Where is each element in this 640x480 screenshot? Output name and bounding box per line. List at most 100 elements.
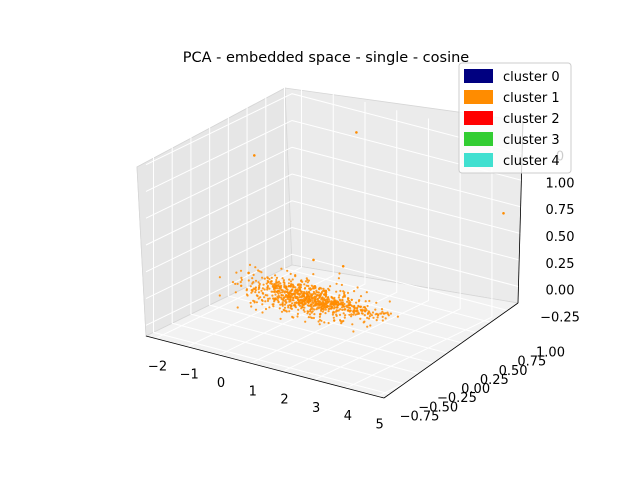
y-tick-label: −0.50 xyxy=(418,400,458,415)
scatter-point xyxy=(315,291,318,294)
scatter-point xyxy=(347,309,350,312)
scatter-point xyxy=(261,287,264,290)
scatter-point xyxy=(297,293,300,296)
scatter-point xyxy=(282,299,285,302)
scatter-point xyxy=(285,293,288,297)
scatter-point xyxy=(349,309,352,312)
scatter-point xyxy=(297,308,300,311)
scatter-point xyxy=(329,285,332,288)
scatter-point xyxy=(293,304,296,307)
scatter-point xyxy=(324,295,327,298)
scatter-point xyxy=(388,300,391,303)
scatter-point xyxy=(281,304,284,307)
scatter-point xyxy=(268,306,271,309)
scatter-point xyxy=(284,309,287,312)
scatter-point xyxy=(310,307,313,311)
scatter-point xyxy=(380,308,384,311)
scatter-point xyxy=(288,310,291,313)
scatter-point xyxy=(311,307,314,310)
scatter-point xyxy=(298,302,301,305)
scatter-point xyxy=(363,309,366,312)
scatter-point xyxy=(267,280,270,283)
scatter-point xyxy=(341,304,344,307)
scatter-point xyxy=(319,313,322,316)
scatter-point xyxy=(245,288,248,291)
legend-swatch xyxy=(464,153,493,167)
scatter-point xyxy=(292,299,295,302)
scatter-point xyxy=(324,308,327,311)
scatter-point xyxy=(277,285,280,288)
scatter-point xyxy=(261,291,264,295)
scatter-point xyxy=(381,310,384,313)
y-tick-label: 0.00 xyxy=(461,382,490,397)
scatter-point xyxy=(338,294,341,297)
scatter-point xyxy=(284,298,287,301)
x-gridline xyxy=(250,110,398,364)
scatter-point xyxy=(307,316,310,319)
scatter-point xyxy=(280,298,283,301)
y-gridline xyxy=(227,113,467,359)
legend: cluster 0 cluster 1 cluster 2 cluster 3 clus… xyxy=(458,62,572,174)
scatter-point xyxy=(283,281,286,285)
chart-title: PCA - embedded space - single - cosine xyxy=(183,50,470,66)
scatter-point xyxy=(234,282,237,285)
scatter-point xyxy=(263,296,266,299)
scatter-point xyxy=(282,308,285,311)
scatter-point xyxy=(339,289,342,293)
scatter-point xyxy=(333,319,336,322)
scatter-point xyxy=(316,297,319,301)
scatter-point xyxy=(376,316,379,319)
y-tick-label: 0.25 xyxy=(480,373,509,388)
scatter-point xyxy=(299,304,302,307)
scatter-point xyxy=(279,303,282,306)
scatter-point xyxy=(236,306,239,309)
scatter-point xyxy=(387,314,390,317)
legend-label: cluster 2 xyxy=(503,112,560,127)
scatter-point xyxy=(254,289,257,292)
scatter-point xyxy=(312,285,315,288)
scatter-point xyxy=(287,285,290,288)
scatter-point xyxy=(368,315,371,318)
scatter-point xyxy=(370,314,373,317)
scatter-point xyxy=(364,300,367,303)
scatter-point xyxy=(369,324,372,327)
scatter-point xyxy=(343,295,346,298)
scatter-point xyxy=(282,294,285,297)
scatter-point xyxy=(264,307,268,311)
scatter-point xyxy=(323,297,326,300)
scatter-point xyxy=(309,310,312,313)
scatter-point xyxy=(297,298,300,301)
scatter-point xyxy=(357,312,360,315)
scatter-point xyxy=(281,277,284,280)
y-gridline xyxy=(190,132,430,377)
scatter-point xyxy=(287,304,290,307)
scatter-point xyxy=(296,315,299,318)
scatter-point xyxy=(257,281,260,284)
scatter-point xyxy=(285,290,288,293)
y-tick-label: −0.25 xyxy=(437,391,477,406)
scatter-point xyxy=(274,274,277,277)
scatter-point xyxy=(359,295,363,298)
legend-label: cluster 0 xyxy=(503,70,560,85)
scatter-point xyxy=(266,299,270,302)
scatter-point xyxy=(335,306,338,309)
scatter-point xyxy=(306,312,309,315)
scatter-point xyxy=(277,290,280,293)
legend-label: cluster 1 xyxy=(503,91,560,106)
scatter-point xyxy=(264,294,267,297)
scatter-point xyxy=(263,288,266,291)
scatter-point xyxy=(334,303,337,306)
x-gridline xyxy=(282,118,429,372)
scatter-point xyxy=(323,290,326,293)
scatter-point xyxy=(333,298,336,301)
scatter-point xyxy=(346,291,350,294)
legend-swatch xyxy=(464,69,493,83)
scatter-point xyxy=(308,313,311,316)
scatter-point xyxy=(348,313,351,316)
scatter-point xyxy=(289,300,292,303)
scatter-point xyxy=(275,278,278,282)
scatter-point xyxy=(348,304,351,307)
x-tick-label: 1 xyxy=(249,384,257,399)
scatter-point xyxy=(317,299,320,302)
scatter-point xyxy=(310,293,313,296)
